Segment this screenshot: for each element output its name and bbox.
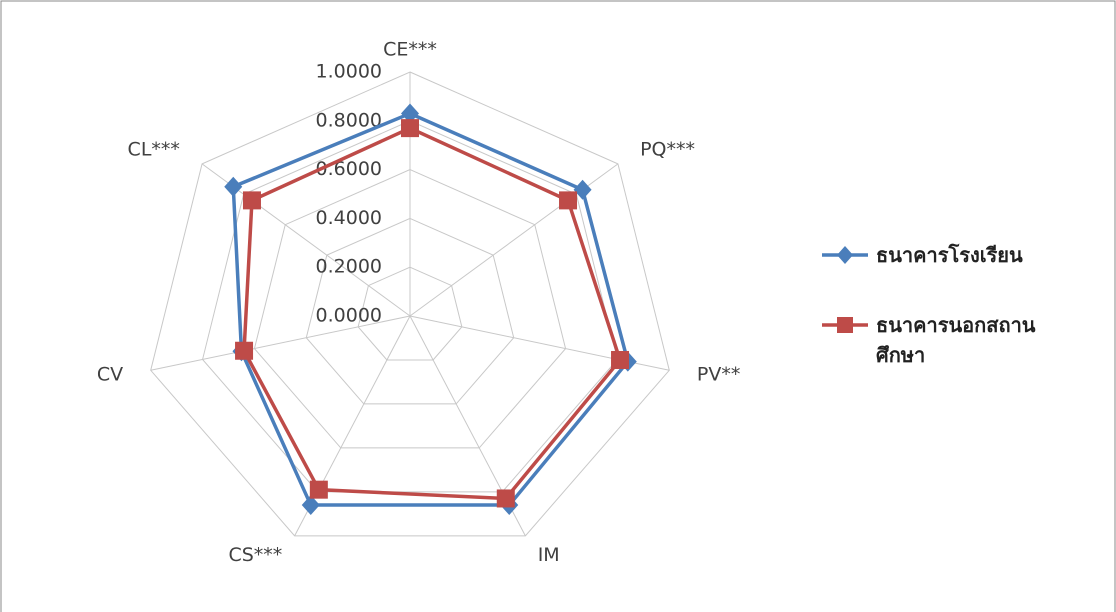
- legend-icon: [820, 240, 870, 270]
- axis-label: CE***: [383, 39, 437, 61]
- legend-marker: [837, 246, 853, 264]
- marker: [235, 342, 253, 360]
- r-tick-label: 1.0000: [316, 61, 382, 83]
- r-tick-label: 0.6000: [316, 158, 382, 180]
- marker: [310, 481, 328, 499]
- legend-label: ธนาคารโรงเรียน: [876, 240, 1046, 270]
- marker: [611, 351, 629, 369]
- legend-item: ธนาคารโรงเรียน: [820, 240, 1100, 270]
- marker: [497, 489, 515, 507]
- axis-label: CL***: [128, 139, 180, 161]
- marker: [243, 191, 261, 209]
- legend-label: ธนาคารนอกสถานศึกษา: [876, 310, 1046, 370]
- series-line: [244, 128, 620, 498]
- r-tick-label: 0.0000: [316, 305, 382, 327]
- marker: [224, 177, 242, 197]
- legend-item: ธนาคารนอกสถานศึกษา: [820, 310, 1100, 370]
- marker: [559, 191, 577, 209]
- legend-marker: [837, 317, 853, 333]
- r-tick-label: 0.2000: [316, 256, 382, 278]
- axis-label: CV: [97, 364, 123, 386]
- legend-icon: [820, 310, 870, 340]
- axis-label: CS***: [228, 544, 282, 566]
- axis-label: PV**: [697, 364, 740, 386]
- r-tick-label: 0.4000: [316, 207, 382, 229]
- page: CE*** PQ*** PV** IM CS*** CV CL*** 0.0000 0.2000…: [0, 0, 1116, 612]
- axis-label: PQ***: [640, 139, 695, 161]
- legend: ธนาคารโรงเรียนธนาคารนอกสถานศึกษา: [820, 240, 1100, 410]
- axis-label: IM: [538, 544, 560, 566]
- marker: [401, 119, 419, 137]
